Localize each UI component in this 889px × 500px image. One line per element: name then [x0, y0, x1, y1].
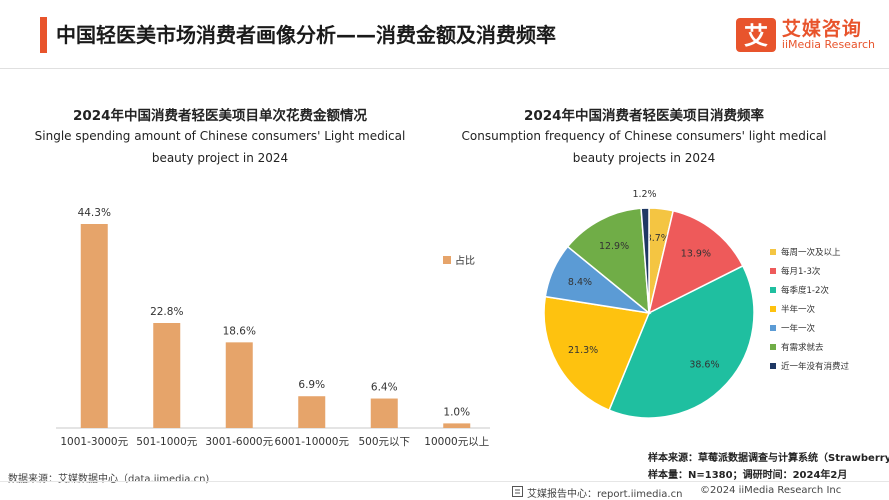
bar [298, 396, 326, 428]
x-tick-label: 6001-10000元 [275, 436, 350, 448]
bar-chart-subtitle: Single spending amount of Chinese consum… [34, 129, 406, 165]
brand-glyph-icon: 艾 [744, 22, 768, 49]
title-accent-bar [40, 17, 47, 53]
legend-label: 半年一次 [781, 304, 816, 315]
legend-swatch [770, 325, 776, 331]
bar [80, 224, 108, 428]
slice-value-label: 3.7% [646, 233, 670, 244]
x-tick-label: 3001-6000元 [205, 436, 273, 448]
slice-value-label: 13.9% [681, 249, 711, 260]
slice-value-label: 12.9% [599, 241, 629, 252]
slice-value-label: 38.6% [689, 359, 719, 370]
bar-value-label: 22.8% [150, 306, 183, 318]
legend-swatch [770, 268, 776, 274]
pie-slice [608, 264, 755, 419]
legend-label: 每季度1-2次 [781, 285, 829, 296]
pie-slice [647, 209, 744, 315]
bar [370, 398, 398, 428]
legend-label: 占比 [455, 254, 475, 267]
pie-slice [543, 295, 651, 412]
legend-swatch [770, 344, 776, 350]
pie-slice [566, 207, 650, 315]
pie-chart: 3.7% 13.9% 38.6% 21.3% 8.4% 12.9% 1.2% 每周一次及以上每… [543, 189, 850, 419]
slice-value-label: 1.2% [632, 189, 656, 200]
pie-chart-subtitle: Consumption frequency of Chinese consume… [461, 129, 827, 165]
legend-label: 一年一次 [781, 323, 816, 334]
header-divider [0, 68, 889, 69]
data-source-note: 数据来源：艾媒数据中心（data.iimedia.cn) [8, 474, 210, 485]
bar-chart-title: 2024年中国消费者轻医美项目单次花费金额情况 [72, 108, 368, 124]
slice-value-label: 21.3% [568, 345, 598, 356]
brand-text: 艾媒咨询 iiMedia Research [781, 17, 875, 52]
legend-label: 近一年没有消费过 [781, 361, 850, 372]
legend-swatch [770, 363, 776, 369]
legend-swatch [770, 306, 776, 312]
legend-swatch [443, 256, 451, 264]
footer-divider [0, 481, 889, 482]
sample-size-note: 样本量：N=1380；调研时间：2024年2月 [648, 470, 848, 481]
report-center-text: 艾媒报告中心：report.iimedia.cn [527, 489, 683, 500]
legend-label: 有需求就去 [781, 342, 824, 353]
report-center-link[interactable]: 艾媒报告中心：report.iimedia.cn [512, 485, 682, 500]
x-tick-label: 501-1000元 [136, 436, 198, 448]
page-title: 中国轻医美市场消费者画像分析——消费金额及消费频率 [56, 23, 556, 47]
legend-swatch [770, 287, 776, 293]
bar-value-label: 6.9% [298, 379, 325, 391]
brand-name-cn: 艾媒咨询 [781, 17, 862, 40]
brand-mark-icon: 艾 [735, 18, 776, 52]
legend-label: 每周一次及以上 [781, 247, 841, 258]
bar [153, 323, 181, 428]
bar [225, 342, 253, 428]
bar-chart: 44.3% 1001-3000元 22.8% 501-1000元 18.6% 3001-6… [56, 207, 490, 448]
bar-value-label: 18.6% [223, 325, 256, 337]
x-tick-label: 10000元以上 [424, 436, 489, 448]
pie-slice [640, 207, 650, 314]
brand-name-en: iiMedia Research [781, 38, 875, 52]
legend-swatch [770, 249, 776, 255]
pie-chart-title: 2024年中国消费者轻医美项目消费频率 [523, 108, 765, 124]
x-tick-label: 500元以下 [358, 436, 410, 448]
bar-value-label: 6.4% [371, 382, 398, 394]
sample-source-note: 样本来源：草莓派数据调查与计算系统（Strawberry Pie) [648, 453, 889, 464]
copyright-note: ©2024 iiMedia Research Inc [700, 485, 842, 496]
x-tick-label: 1001-3000元 [60, 436, 128, 448]
svg-text:艾: 艾 [744, 22, 768, 49]
brand-logo: 艾 艾媒咨询 iiMedia Research [735, 17, 875, 53]
bar-value-label: 1.0% [443, 406, 470, 418]
bar [443, 423, 471, 428]
report-center-icon [512, 485, 523, 500]
slice-value-label: 8.4% [568, 277, 592, 288]
legend-label: 每月1-3次 [781, 266, 821, 277]
bar-value-label: 44.3% [78, 207, 111, 219]
